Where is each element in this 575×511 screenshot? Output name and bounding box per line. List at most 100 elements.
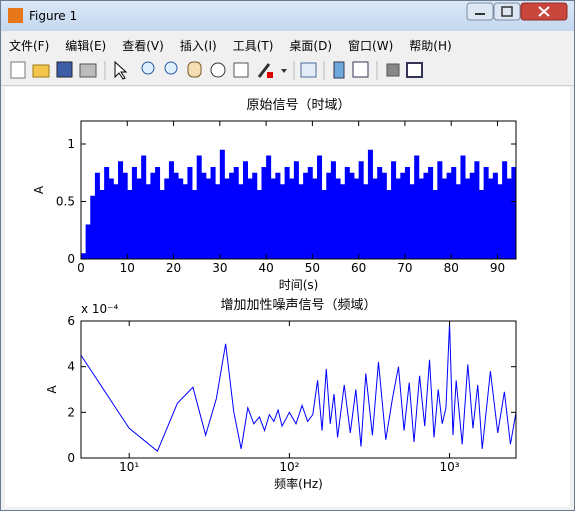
bar	[201, 172, 207, 259]
bar	[219, 149, 225, 259]
bar	[150, 172, 156, 259]
bar	[465, 178, 471, 259]
print-icon[interactable]	[79, 63, 97, 78]
bar	[136, 178, 142, 259]
bar	[446, 172, 452, 259]
pointer-icon[interactable]	[114, 60, 128, 80]
bar	[127, 190, 133, 259]
menu-item[interactable]: 工具(T)	[232, 39, 274, 53]
menu-item[interactable]: 查看(V)	[122, 39, 164, 53]
window-title: Figure 1	[29, 9, 78, 23]
app-icon	[8, 8, 23, 23]
bar	[451, 167, 457, 259]
bar	[85, 224, 91, 259]
bar	[497, 184, 503, 259]
bar	[289, 178, 295, 259]
bar	[155, 167, 161, 259]
bar	[404, 167, 410, 259]
menu-item[interactable]: 插入(I)	[179, 39, 217, 53]
bar	[145, 184, 151, 259]
zoom-out-icon[interactable]	[164, 61, 178, 75]
bar	[400, 172, 406, 259]
y-axis-label: A	[45, 385, 59, 394]
bar	[122, 172, 128, 259]
minimize-button[interactable]	[466, 2, 494, 21]
save-icon[interactable]	[56, 61, 73, 78]
bar	[270, 178, 276, 259]
bar	[118, 161, 124, 259]
x-tick-label: 20	[166, 261, 181, 275]
menu-item[interactable]: 桌面(D)	[289, 39, 333, 53]
link-icon[interactable]	[300, 62, 317, 78]
pan-icon[interactable]	[187, 61, 202, 78]
bar	[441, 178, 447, 259]
bar	[159, 190, 165, 259]
maximize-button[interactable]	[493, 2, 521, 21]
bar	[506, 178, 512, 259]
bar	[298, 184, 304, 259]
y-tick-label: 4	[67, 360, 75, 374]
menu-item[interactable]: 帮助(H)	[409, 39, 452, 53]
zoom-in-icon[interactable]	[141, 61, 155, 75]
series-line	[81, 323, 516, 452]
bar	[363, 184, 369, 259]
bar	[104, 167, 110, 259]
axes-box	[80, 320, 517, 459]
bar	[284, 167, 290, 259]
colorbar-icon[interactable]	[333, 61, 345, 79]
legend-icon[interactable]	[352, 61, 369, 78]
y-axis-label: A	[32, 185, 46, 194]
bar	[279, 184, 286, 259]
title-bar: Figure 1	[1, 1, 574, 31]
x-tick-label: 10	[120, 261, 135, 275]
plot-area	[81, 323, 516, 452]
datacursor-icon[interactable]	[233, 62, 249, 78]
bar	[367, 149, 373, 259]
bar	[409, 184, 415, 259]
bar	[317, 155, 323, 259]
open-icon[interactable]	[32, 64, 50, 78]
bar	[256, 190, 262, 259]
close-glyph	[538, 6, 550, 17]
bar	[238, 184, 244, 259]
rotate-icon[interactable]	[210, 62, 226, 78]
bar	[321, 190, 327, 259]
y-tick-label: 0.5	[56, 195, 75, 209]
bar	[502, 161, 508, 259]
brush-dropdown[interactable]	[281, 69, 287, 73]
bar	[358, 161, 364, 259]
bar	[168, 161, 174, 259]
bar	[414, 155, 420, 259]
bar	[261, 167, 267, 259]
brush-icon[interactable]	[257, 63, 271, 78]
bar	[395, 178, 401, 259]
y-tick-label: 6	[67, 314, 75, 328]
bar	[192, 190, 198, 259]
bar	[372, 178, 378, 259]
figure-canvas: 0 10 20 30 40 50 60 70 80 9000.51原始信号（时域）时间(s)A10…	[5, 87, 570, 507]
bar	[247, 178, 253, 259]
bar	[215, 184, 221, 259]
y-tick-label: 0	[67, 252, 75, 266]
plot-area	[81, 149, 516, 259]
menu-item[interactable]: 窗口(W)	[348, 39, 394, 53]
hide-tools-icon[interactable]	[386, 63, 400, 77]
x-tick-label: 90	[490, 261, 505, 275]
chart-title: 原始信号（时域）	[246, 98, 350, 113]
x-tick-label: 50	[305, 261, 320, 275]
menu-bar: 文件(F) 编辑(E) 查看(V) 插入(I) 工具(T) 桌面(D) 窗口(W) 帮助(H)	[1, 32, 574, 56]
menu-item[interactable]: 文件(F)	[9, 39, 50, 53]
bar	[173, 172, 179, 259]
menu-item[interactable]: 编辑(E)	[65, 39, 107, 53]
bar	[108, 178, 114, 259]
bar	[196, 155, 202, 259]
dock-icon[interactable]	[406, 62, 423, 78]
bar	[492, 172, 498, 259]
bar	[335, 178, 341, 259]
bar	[511, 167, 516, 259]
bar	[326, 172, 332, 259]
bar	[428, 167, 434, 259]
bar	[266, 155, 272, 259]
new-icon[interactable]	[10, 61, 26, 79]
